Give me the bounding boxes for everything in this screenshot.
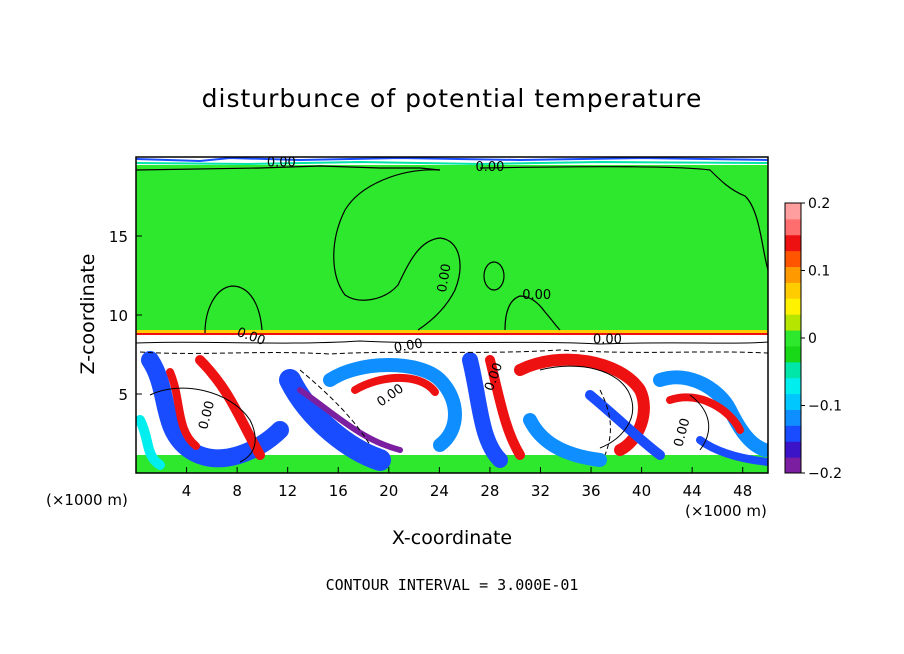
x-tick-label: 12	[278, 482, 297, 500]
colorbar-segment	[785, 393, 801, 410]
colorbar-segment	[785, 457, 801, 474]
contour-line	[504, 295, 561, 331]
contour-label: 0.00	[393, 336, 424, 356]
y-axis: 5 10 15	[109, 228, 142, 404]
x-tick-label: 4	[182, 482, 192, 500]
y-axis-label: Z-coordinate	[77, 253, 99, 375]
x-axis-label: X-coordinate	[391, 527, 513, 549]
plume-warm	[485, 355, 525, 460]
x-axis: 4 8 12 16 20 24 28 32 36 40 44 48	[182, 467, 752, 500]
plume-cold	[279, 369, 391, 471]
x-tick-label: 8	[232, 482, 242, 500]
plume-cold	[585, 390, 665, 460]
contour-line	[149, 387, 256, 463]
colorbar-segment	[785, 409, 801, 426]
y-tick-label: 5	[118, 386, 128, 404]
plume-warm	[666, 393, 744, 434]
x-tick-label: 20	[379, 482, 398, 500]
bottom-band	[136, 455, 768, 473]
x-tick-label: 28	[480, 482, 499, 500]
contour-line	[539, 365, 634, 449]
x-tick-label: 44	[683, 482, 702, 500]
contour-interval-note: CONTOUR INTERVAL = 3.000E-01	[325, 576, 579, 594]
colorbar-segment	[785, 377, 801, 395]
colorbar-segment	[785, 218, 801, 236]
colorbar-tick-label: 0.1	[808, 264, 830, 280]
x-unit-right: (×1000 m)	[685, 502, 767, 520]
colorbar-tick-label: −0.2	[808, 466, 842, 482]
colorbar	[785, 203, 801, 474]
contour-label: 0.00	[435, 262, 455, 293]
contour-line	[135, 165, 441, 171]
plume-warm	[195, 355, 265, 460]
colorbar-ticks: 0.2 0.1 0 −0.1 −0.2	[801, 196, 842, 482]
x-tick-label: 36	[581, 482, 600, 500]
contour-label: 0.00	[593, 332, 622, 347]
colorbar-tick-label: −0.1	[808, 399, 842, 415]
x-tick-label: 32	[531, 482, 550, 500]
colorbar-segment	[785, 298, 801, 315]
chart-title: disturbunce of potential temperature	[201, 84, 703, 113]
colorbar-segment	[785, 330, 801, 347]
contour-line	[204, 285, 263, 334]
contour-label: 0.00	[671, 417, 693, 449]
plume-cold	[696, 436, 768, 466]
contour-line	[483, 261, 505, 291]
upper-contours	[135, 165, 769, 334]
colorbar-segment	[785, 203, 801, 220]
plume-cold	[323, 358, 462, 452]
colorbar-segment	[785, 234, 801, 252]
x-tick-label: 16	[329, 482, 348, 500]
inversion-yellow	[136, 330, 768, 333]
x-tick-label: 48	[733, 482, 752, 500]
colorbar-segment	[785, 314, 801, 331]
plume-cold	[462, 352, 508, 468]
colorbar-segment	[785, 361, 801, 379]
contour-line	[479, 166, 769, 271]
contour-label: 0.00	[196, 399, 218, 431]
colorbar-segment	[785, 250, 801, 268]
colorbar-tick-label: 0	[808, 331, 817, 347]
plume-cold	[653, 370, 768, 457]
y-tick-label: 10	[109, 307, 128, 325]
inversion-red	[136, 333, 768, 335]
colorbar-segment	[785, 441, 801, 458]
y-tick-label: 15	[109, 228, 128, 246]
x-tick-label: 40	[632, 482, 651, 500]
contour-line	[333, 169, 461, 331]
contour-line	[599, 389, 611, 456]
x-unit-left: (×1000 m)	[46, 491, 128, 509]
top-boundary-cyan	[135, 160, 769, 166]
plume-cold	[523, 413, 607, 467]
contour-label: 0.00	[475, 160, 504, 175]
lower-field	[136, 335, 768, 473]
contour-line	[139, 349, 768, 355]
x-tick-label: 24	[430, 482, 449, 500]
contour-line	[689, 394, 710, 451]
contour-line	[299, 369, 371, 446]
colorbar-segment	[785, 266, 801, 283]
top-boundary-blue	[135, 156, 769, 163]
plume-cyan	[136, 415, 165, 470]
contour-label: 0.00	[522, 288, 551, 303]
upper-field	[136, 157, 768, 335]
plume-warm	[351, 373, 439, 396]
colorbar-segment	[785, 282, 801, 299]
plume-cold	[297, 387, 403, 453]
contour-line	[136, 340, 768, 345]
top-boundary-band	[136, 157, 768, 165]
colorbar-segment	[785, 425, 801, 442]
plume-warm	[166, 368, 200, 450]
contour-label: 0.00	[267, 155, 296, 170]
colorbar-segment	[785, 345, 801, 363]
colorbar-tick-label: 0.2	[808, 196, 830, 212]
